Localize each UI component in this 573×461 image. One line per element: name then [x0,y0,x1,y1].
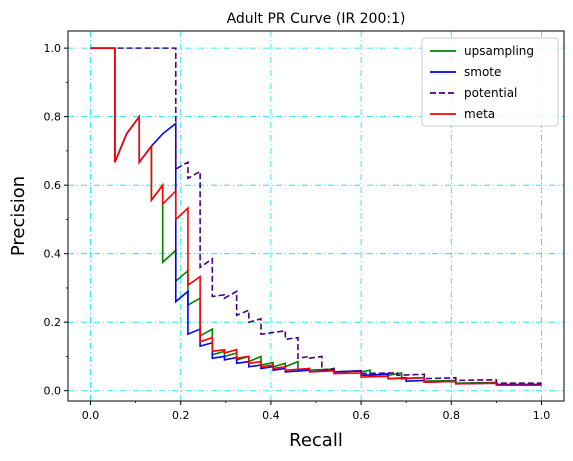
series-lines [90,47,542,387]
y-tick-label: 1.0 [44,42,62,55]
x-tick-label: 0.8 [443,409,461,422]
y-tick-label: 0.2 [44,316,62,329]
x-tick-label: 1.0 [533,409,551,422]
legend-label-smote: smote [464,65,501,79]
y-axis-label: Precision [8,176,29,256]
x-tick-label: 0.4 [262,409,280,422]
series-line-potential [90,47,542,384]
axis-ticks: 0.0 0.2 0.4 0.6 0.8 1.0 0.0 0.2 0.4 0.6 0.8 1.0 [44,42,551,422]
x-tick-label: 0.2 [172,409,190,422]
x-tick-label: 0.6 [352,409,370,422]
series-line-meta [90,47,542,387]
y-tick-label: 0.0 [44,385,62,398]
x-tick-label: 0.0 [82,409,100,422]
y-tick-label: 0.4 [44,248,62,261]
legend-label-upsampling: upsampling [464,44,534,58]
legend-label-meta: meta [464,107,495,121]
legend: upsampling smote potential meta [421,37,559,127]
y-tick-label: 0.8 [44,111,62,124]
chart-title: Adult PR Curve (IR 200:1) [227,11,406,27]
legend-box [421,37,559,127]
x-axis-label: Recall [289,430,343,451]
y-tick-label: 0.6 [44,179,62,192]
legend-label-potential: potential [464,86,517,100]
